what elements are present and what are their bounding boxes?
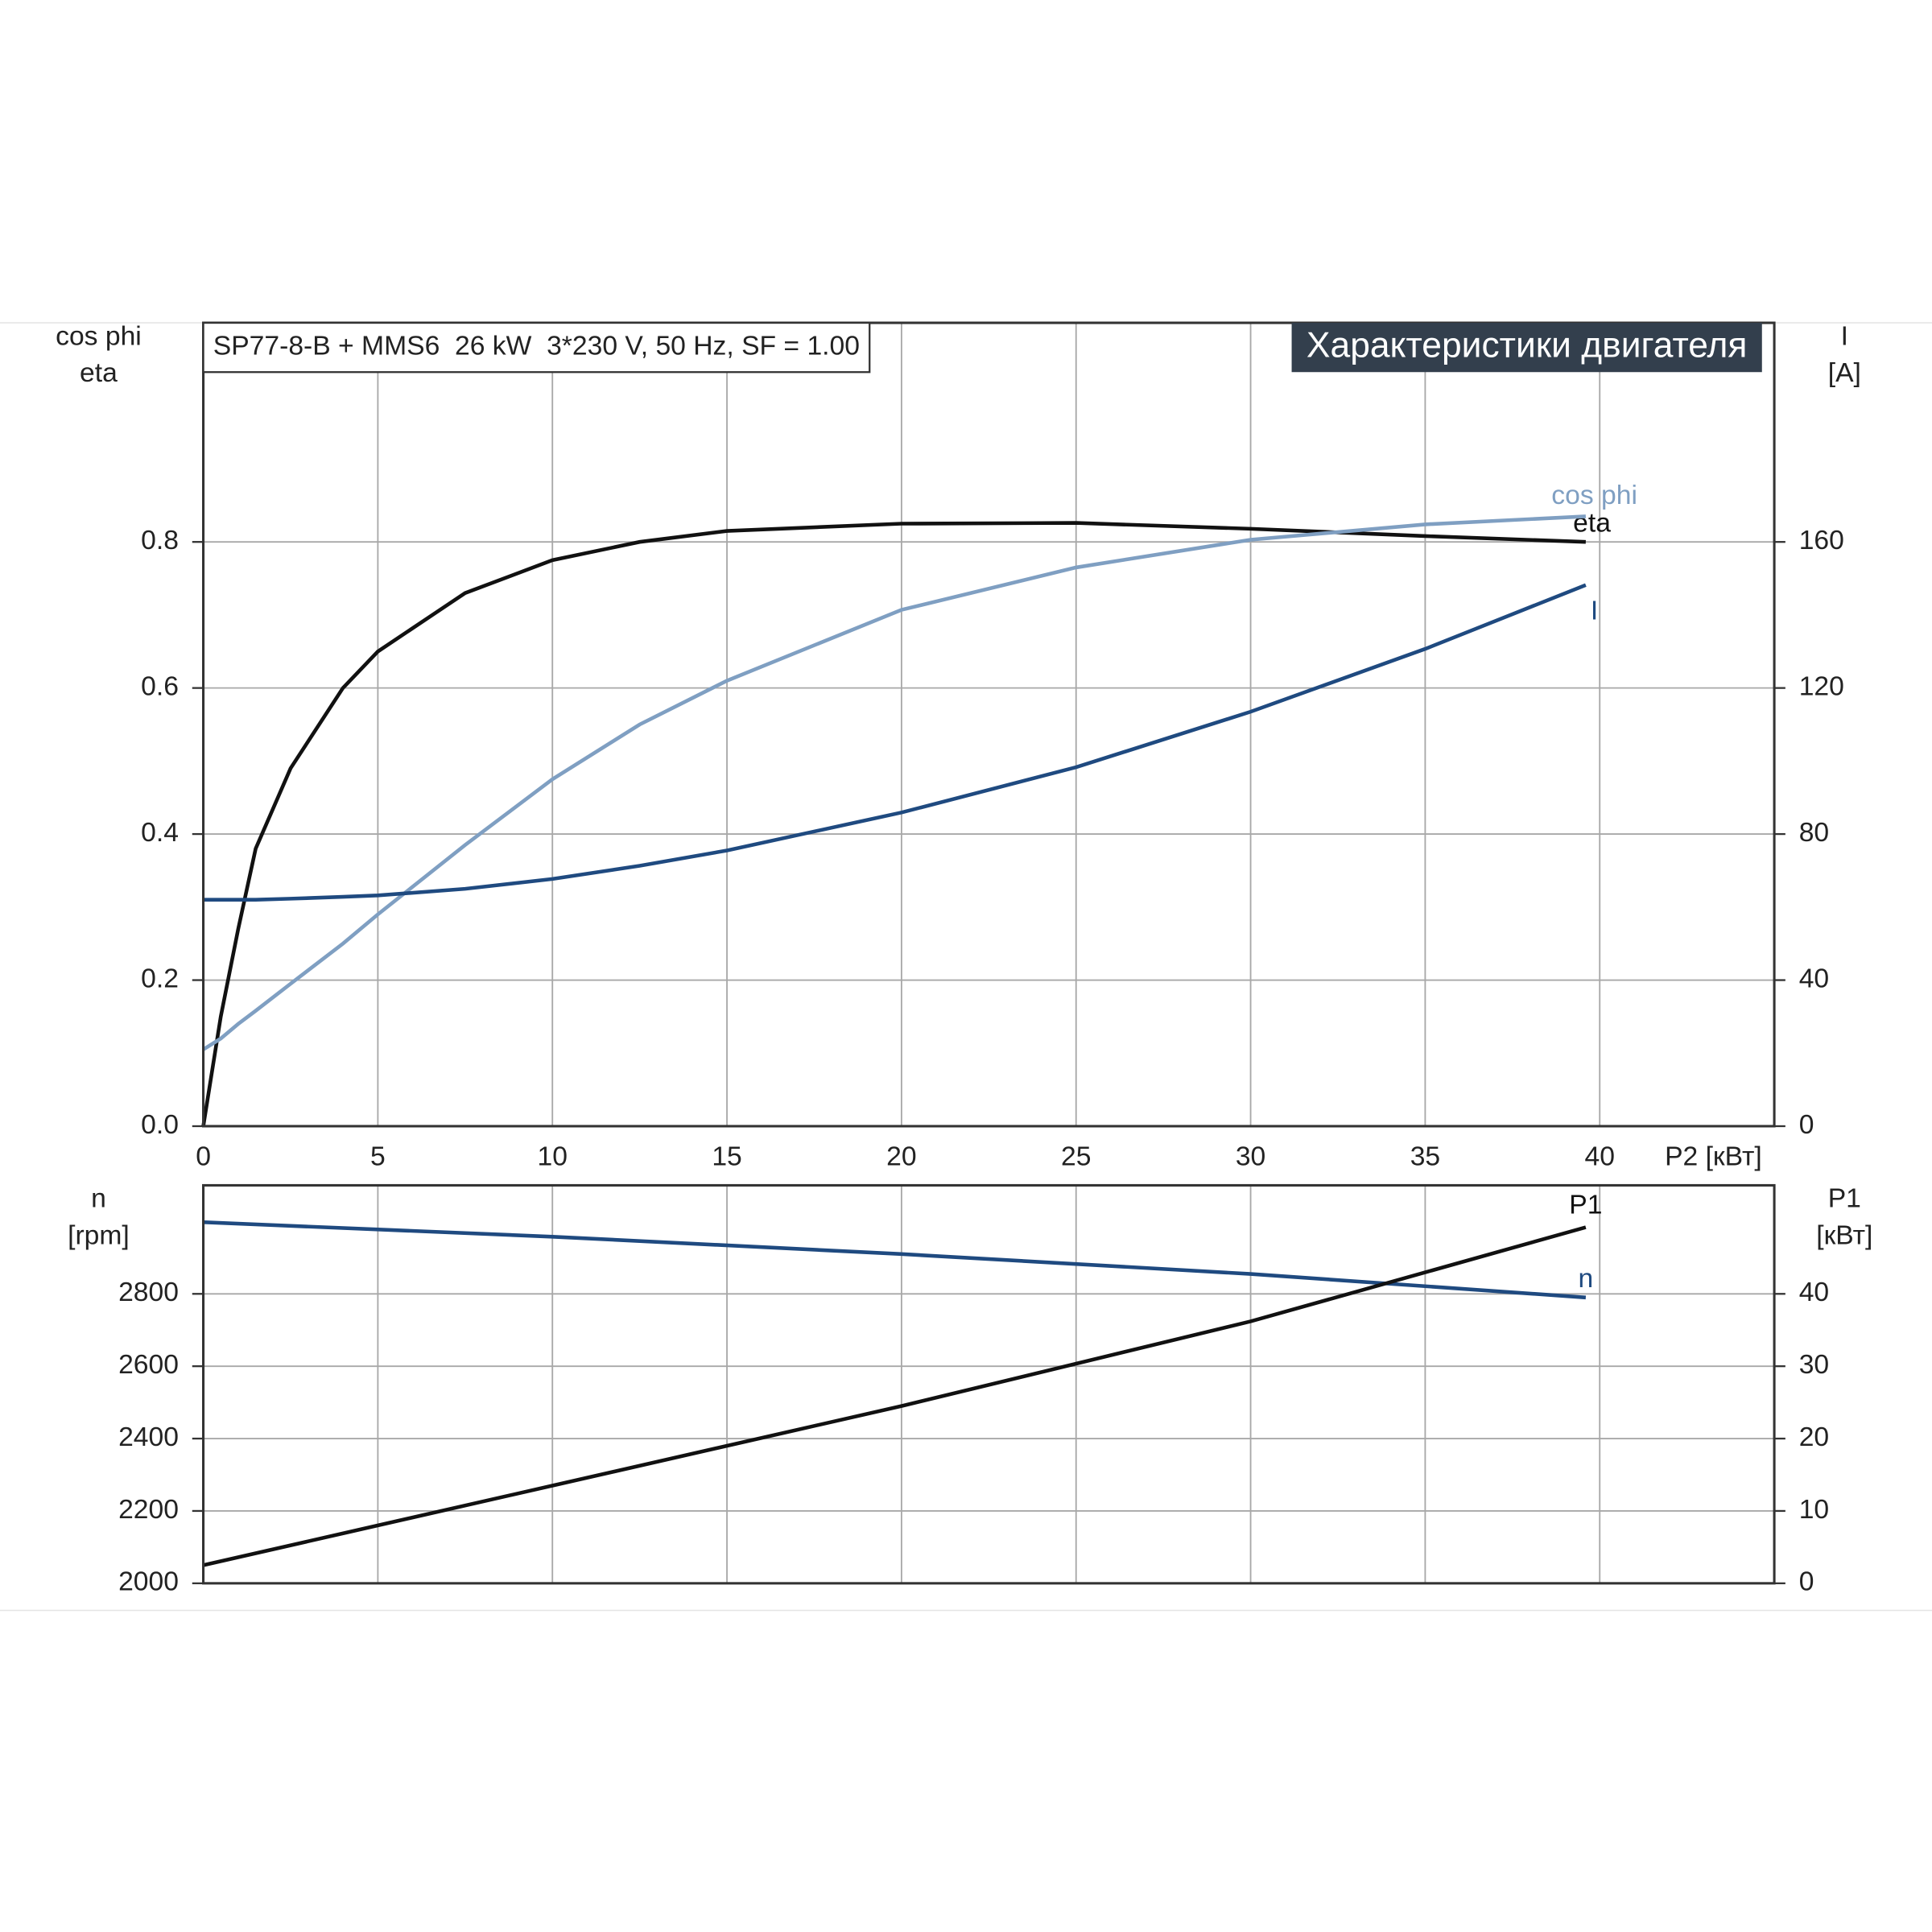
y2-tick-label: 10 [1799,1495,1829,1525]
series-line [203,1220,1587,1300]
series-label: n [1579,1264,1594,1294]
x-tick-label: 25 [1061,1142,1091,1172]
series-line [201,521,1586,1127]
title-box [202,321,871,374]
y2-axis-label: I [1841,321,1848,351]
y2-axis-label: [A] [1828,358,1861,388]
y-tick-label: 2800 [118,1278,179,1307]
y-tick-label: 2000 [118,1567,179,1597]
chart-subtitle: Характеристики двигателя [1307,325,1747,365]
y2-tick-label: 160 [1799,526,1844,555]
y-tick-label: 0.8 [141,526,179,555]
series-line [202,514,1587,1051]
plot-border [202,321,1776,1128]
y-axis-label: cos phi [56,321,142,351]
y-tick-label: 2200 [118,1495,179,1525]
x-tick-label: 10 [538,1142,568,1172]
y2-tick-label: 0 [1799,1567,1814,1597]
y-tick-label: 0.4 [141,818,179,848]
x-tick-label: 5 [370,1142,386,1172]
y2-tick-label: 30 [1799,1350,1829,1380]
y-axis-label: n [91,1184,106,1214]
plot-area [203,323,1775,1126]
y-tick-label: 2400 [118,1422,179,1452]
y-axis-label: eta [80,358,118,388]
y2-tick-label: 0 [1799,1110,1814,1140]
x-tick-label: 30 [1236,1142,1265,1172]
y-tick-label: 0.6 [141,672,179,702]
series-label: I [1591,596,1598,625]
chart-title: SP77-8-B + MMS6 26 kW 3*230 V, 50 Hz, SF… [213,332,860,361]
series-line [203,583,1587,902]
x-tick-label: 35 [1410,1142,1440,1172]
y2-tick-label: 40 [1799,964,1829,993]
series-label: cos phi [1551,481,1637,510]
y-tick-label: 2600 [118,1350,179,1380]
y2-tick-label: 80 [1799,818,1829,848]
y2-tick-label: 40 [1799,1278,1829,1307]
header-box [1291,323,1762,373]
series-label: P1 [1569,1190,1602,1220]
y-tick-label: 0.2 [141,964,179,993]
series-line [203,1225,1587,1567]
x-tick-label: 20 [886,1142,916,1172]
x-axis-label: P2 [кВт] [1665,1142,1762,1172]
x-tick-label: 0 [196,1142,211,1172]
y-axis-label: [rpm] [68,1221,130,1251]
x-tick-label: 40 [1585,1142,1615,1172]
y2-axis-label: [кВт] [1816,1221,1872,1251]
x-tick-label: 15 [712,1142,741,1172]
y-tick-label: 0.0 [141,1110,179,1140]
y2-axis-label: P1 [1828,1184,1861,1214]
plot-border [202,1183,1776,1585]
y2-tick-label: 20 [1799,1422,1829,1452]
series-label: eta [1573,509,1611,539]
y2-tick-label: 120 [1799,672,1844,702]
